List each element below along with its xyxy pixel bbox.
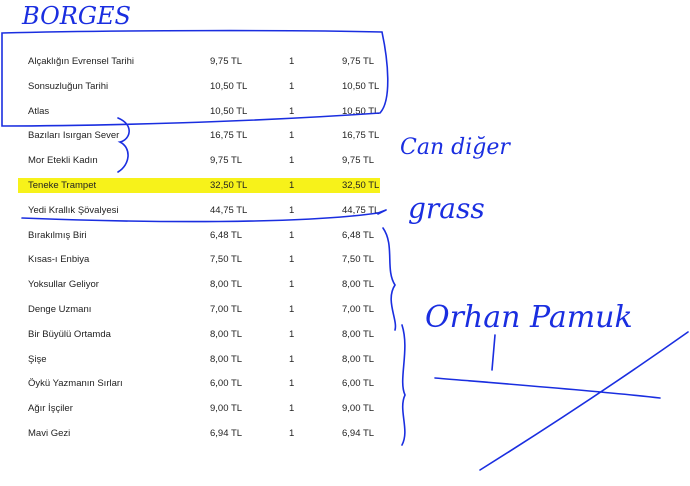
unit-price: 6,94 TL: [210, 426, 242, 442]
line-total: 6,94 TL: [342, 426, 374, 442]
line-total: 44,75 TL: [342, 203, 379, 219]
quantity: 1: [289, 104, 294, 120]
quantity: 1: [289, 252, 294, 268]
quantity: 1: [289, 277, 294, 293]
unit-price: 8,00 TL: [210, 277, 242, 293]
table-row: Yoksullar Geliyor 8,00 TL 1 8,00 TL: [0, 277, 390, 293]
table-row: Ağır İşçiler 9,00 TL 1 9,00 TL: [0, 401, 390, 417]
annotation-can-diger: Can diğer: [400, 135, 510, 160]
table-row: Mavi Gezi 6,94 TL 1 6,94 TL: [0, 426, 390, 442]
annotation-borges: BORGES: [22, 2, 131, 30]
table-row: Mor Etekli Kadın 9,75 TL 1 9,75 TL: [0, 153, 390, 169]
quantity: 1: [289, 203, 294, 219]
table-row: Sonsuzluğun Tarihi 10,50 TL 1 10,50 TL: [0, 79, 390, 95]
quantity: 1: [289, 426, 294, 442]
table-row: Yedi Krallık Şövalyesi 44,75 TL 1 44,75 TL: [0, 203, 390, 219]
unit-price: 6,48 TL: [210, 228, 242, 244]
book-title: Teneke Trampet: [28, 178, 96, 194]
book-title: Sonsuzluğun Tarihi: [28, 79, 108, 95]
line-total: 9,00 TL: [342, 401, 374, 417]
unit-price: 44,75 TL: [210, 203, 247, 219]
unit-price: 9,75 TL: [210, 54, 242, 70]
table-row: Bir Büyülü Ortamda 8,00 TL 1 8,00 TL: [0, 327, 390, 343]
book-title: Şişe: [28, 352, 46, 368]
pamuk-flourish: [435, 378, 660, 398]
unit-price: 7,50 TL: [210, 252, 242, 268]
pamuk-stroke: [492, 335, 495, 370]
book-title: Kısas-ı Enbiya: [28, 252, 89, 268]
unit-price: 7,00 TL: [210, 302, 242, 318]
unit-price: 16,75 TL: [210, 128, 247, 144]
line-total: 16,75 TL: [342, 128, 379, 144]
quantity: 1: [289, 228, 294, 244]
unit-price: 8,00 TL: [210, 327, 242, 343]
quantity: 1: [289, 54, 294, 70]
book-title: Öykü Yazmanın Sırları: [28, 376, 123, 392]
line-total: 7,00 TL: [342, 302, 374, 318]
table-row: Teneke Trampet 32,50 TL 1 32,50 TL: [0, 178, 390, 194]
table-row: Denge Uzmanı 7,00 TL 1 7,00 TL: [0, 302, 390, 318]
line-total: 8,00 TL: [342, 352, 374, 368]
book-title: Bazıları Isırgan Sever: [28, 128, 119, 144]
book-title: Mor Etekli Kadın: [28, 153, 98, 169]
quantity: 1: [289, 153, 294, 169]
pamuk-tail: [480, 332, 688, 470]
annotation-orhan-pamuk: Orhan Pamuk: [425, 300, 633, 335]
book-title: Yoksullar Geliyor: [28, 277, 99, 293]
book-title: Atlas: [28, 104, 49, 120]
quantity: 1: [289, 401, 294, 417]
table-row: Kısas-ı Enbiya 7,50 TL 1 7,50 TL: [0, 252, 390, 268]
line-total: 32,50 TL: [342, 178, 379, 194]
line-total: 7,50 TL: [342, 252, 374, 268]
unit-price: 10,50 TL: [210, 79, 247, 95]
table-row: Atlas 10,50 TL 1 10,50 TL: [0, 104, 390, 120]
quantity: 1: [289, 302, 294, 318]
table-row: Bazıları Isırgan Sever 16,75 TL 1 16,75 TL: [0, 128, 390, 144]
line-total: 6,00 TL: [342, 376, 374, 392]
unit-price: 8,00 TL: [210, 352, 242, 368]
brace-pamuk: [402, 325, 405, 445]
table-row: Şişe 8,00 TL 1 8,00 TL: [0, 352, 390, 368]
quantity: 1: [289, 79, 294, 95]
annotation-grass: grass: [408, 192, 485, 225]
unit-price: 32,50 TL: [210, 178, 247, 194]
line-total: 8,00 TL: [342, 277, 374, 293]
book-title: Yedi Krallık Şövalyesi: [28, 203, 118, 219]
quantity: 1: [289, 178, 294, 194]
quantity: 1: [289, 327, 294, 343]
line-total: 10,50 TL: [342, 104, 379, 120]
book-title: Ağır İşçiler: [28, 401, 73, 417]
line-total: 8,00 TL: [342, 327, 374, 343]
book-title: Mavi Gezi: [28, 426, 70, 442]
line-total: 9,75 TL: [342, 54, 374, 70]
unit-price: 10,50 TL: [210, 104, 247, 120]
book-title: Bırakılmış Biri: [28, 228, 87, 244]
table-row: Bırakılmış Biri 6,48 TL 1 6,48 TL: [0, 228, 390, 244]
unit-price: 6,00 TL: [210, 376, 242, 392]
line-total: 10,50 TL: [342, 79, 379, 95]
book-title: Bir Büyülü Ortamda: [28, 327, 111, 343]
book-title: Alçaklığın Evrensel Tarihi: [28, 54, 134, 70]
unit-price: 9,00 TL: [210, 401, 242, 417]
line-total: 9,75 TL: [342, 153, 374, 169]
quantity: 1: [289, 128, 294, 144]
book-title: Denge Uzmanı: [28, 302, 91, 318]
table-row: Alçaklığın Evrensel Tarihi 9,75 TL 1 9,75 T…: [0, 54, 390, 70]
line-total: 6,48 TL: [342, 228, 374, 244]
quantity: 1: [289, 376, 294, 392]
unit-price: 9,75 TL: [210, 153, 242, 169]
quantity: 1: [289, 352, 294, 368]
table-row: Öykü Yazmanın Sırları 6,00 TL 1 6,00 TL: [0, 376, 390, 392]
